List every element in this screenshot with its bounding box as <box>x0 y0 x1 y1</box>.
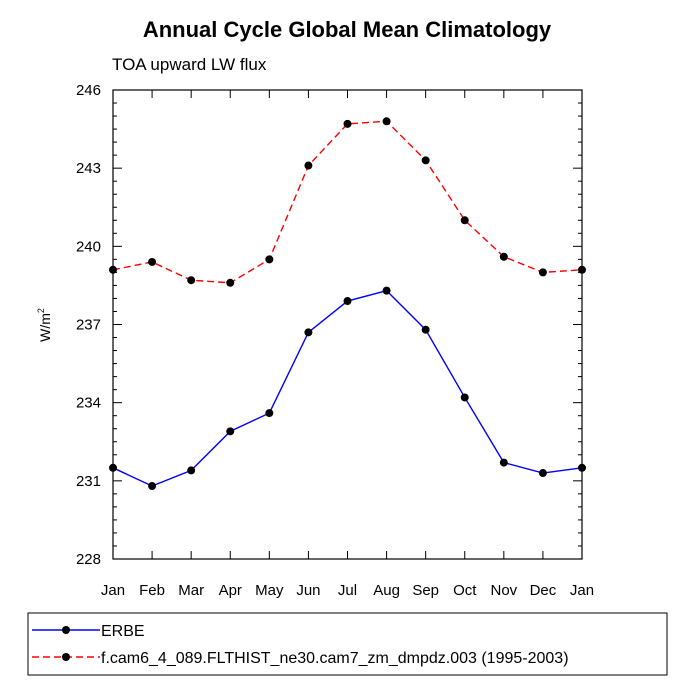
legend-label: f.cam6_4_089.FLTHIST_ne30.cam7_zm_dmpdz.… <box>101 650 569 667</box>
data-point <box>382 286 391 295</box>
series-line <box>112 289 583 487</box>
series-0 <box>109 286 586 491</box>
x-tick-label: Jun <box>296 582 320 599</box>
chart-title: Annual Cycle Global Mean Climatology <box>143 17 552 42</box>
data-point <box>148 482 157 491</box>
data-point <box>421 325 430 334</box>
x-tick-label: May <box>255 582 284 599</box>
data-point <box>421 156 430 165</box>
y-tick-label: 246 <box>76 82 101 99</box>
legend-marker <box>62 653 70 661</box>
data-point <box>187 276 196 285</box>
data-point <box>460 216 469 225</box>
data-point <box>538 268 547 277</box>
plot-frame <box>112 89 583 560</box>
x-tick-label: Aug <box>373 582 400 599</box>
data-point <box>226 427 235 436</box>
x-tick-label: Dec <box>530 582 557 599</box>
data-point <box>343 119 352 128</box>
data-point <box>538 469 547 478</box>
chart-subtitle: TOA upward LW flux <box>112 55 267 74</box>
svg-text:W/m2: W/m2 <box>36 308 53 342</box>
legend-box <box>27 612 668 676</box>
x-tick-label: Jan <box>570 582 594 599</box>
x-tick-label: Feb <box>139 582 165 599</box>
x-tick-labels: Jan Feb Mar Apr May Jun Jul Aug Sep Oct Nov Dec Jan <box>101 582 594 599</box>
data-point <box>265 409 274 418</box>
x-tick-label: Mar <box>178 582 204 599</box>
x-tick-label: Sep <box>412 582 439 599</box>
data-point <box>460 393 469 402</box>
y-tick-label: 234 <box>76 395 101 412</box>
data-point <box>499 252 508 261</box>
x-tick-label: Nov <box>490 582 517 599</box>
y-tick-labels: 228 231 234 237 240 243 246 <box>76 82 101 568</box>
x-tick-label: Jan <box>101 582 125 599</box>
data-point <box>304 161 313 170</box>
legend-entry-0: ERBE <box>32 623 145 640</box>
y-tick-label: 231 <box>76 473 101 490</box>
series-1 <box>109 117 586 287</box>
y-tick-label: 240 <box>76 238 101 255</box>
y-axis-label-text: W/m <box>37 313 53 342</box>
y-tick-label: 228 <box>76 551 101 568</box>
y-axis-label: W/m2 <box>36 308 53 342</box>
data-point <box>304 328 313 337</box>
axis-ticks <box>112 89 583 560</box>
legend-entry-1: f.cam6_4_089.FLTHIST_ne30.cam7_zm_dmpdz.… <box>32 650 569 667</box>
data-point <box>499 458 508 467</box>
legend-marker <box>62 626 70 634</box>
data-point <box>148 257 157 266</box>
series-line <box>112 120 583 284</box>
x-tick-label: Jul <box>338 582 357 599</box>
data-point <box>265 255 274 264</box>
data-series <box>109 117 586 491</box>
y-tick-label: 237 <box>76 317 101 334</box>
x-tick-label: Oct <box>453 582 477 599</box>
y-tick-label: 243 <box>76 160 101 177</box>
data-point <box>343 297 352 306</box>
data-point <box>226 278 235 287</box>
x-tick-label: Apr <box>219 582 242 599</box>
legend-label: ERBE <box>101 623 145 640</box>
data-point <box>187 466 196 475</box>
data-point <box>382 117 391 126</box>
y-axis-label-superscript: 2 <box>36 308 46 313</box>
legend: ERBE f.cam6_4_089.FLTHIST_ne30.cam7_zm_dm… <box>27 612 668 676</box>
